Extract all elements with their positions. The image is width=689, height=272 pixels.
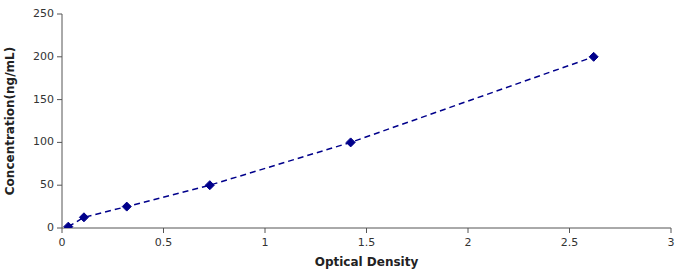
x-tick [671, 228, 672, 233]
x-tick [265, 228, 266, 233]
x-tick-label: 0 [59, 236, 66, 249]
data-point [589, 52, 598, 61]
plot-area [64, 52, 598, 228]
x-tick-label: 2 [465, 236, 472, 249]
y-tick [57, 185, 62, 186]
chart-container: 0 50 100 150 200 250 0 0.5 1 1.5 2 2.5 3 Optical Dens… [0, 0, 689, 272]
x-tick [62, 228, 63, 233]
y-axis-label: Concentration(ng/mL) [3, 47, 17, 195]
y-tick [57, 228, 62, 229]
x-tick [468, 228, 469, 233]
data-point [205, 181, 214, 190]
x-tick-label: 2.5 [561, 236, 579, 249]
y-tick-label: 50 [40, 178, 54, 191]
x-axis-label: Optical Density [315, 255, 419, 269]
y-tick-label: 200 [33, 50, 54, 63]
y-axis-line [62, 14, 63, 228]
data-point [346, 138, 355, 147]
data-point [79, 213, 88, 222]
y-axis: 0 50 100 150 200 250 [33, 7, 62, 234]
x-tick-label: 1.5 [358, 236, 376, 249]
x-tick [569, 228, 570, 233]
x-tick [163, 228, 164, 233]
x-tick-label: 3 [668, 236, 675, 249]
y-tick [57, 142, 62, 143]
y-tick [57, 14, 62, 15]
data-line [68, 57, 593, 227]
y-tick-label: 0 [47, 221, 54, 234]
x-axis: 0 0.5 1 1.5 2 2.5 3 [59, 228, 675, 249]
y-tick-label: 100 [33, 135, 54, 148]
data-point [64, 222, 73, 228]
x-axis-line [62, 228, 671, 229]
x-tick [366, 228, 367, 233]
x-tick-label: 1 [262, 236, 269, 249]
y-tick [57, 56, 62, 57]
chart-svg: 0 50 100 150 200 250 0 0.5 1 1.5 2 2.5 3 Optical Dens… [0, 0, 689, 272]
y-tick-label: 250 [33, 7, 54, 20]
y-tick [57, 99, 62, 100]
data-point [122, 202, 131, 211]
y-tick-label: 150 [33, 93, 54, 106]
x-tick-label: 0.5 [155, 236, 173, 249]
